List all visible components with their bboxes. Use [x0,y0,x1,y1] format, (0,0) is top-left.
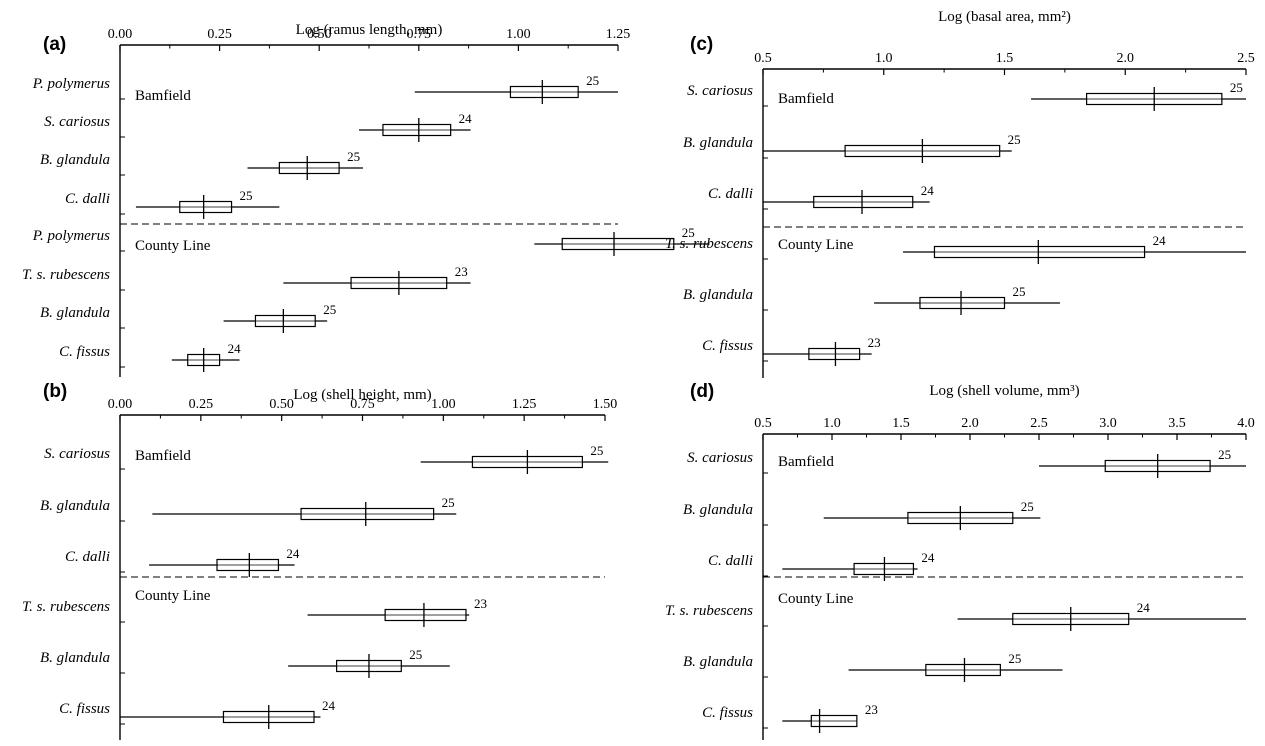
panel-b-species-label: B. glandula [40,498,110,514]
panel-c-tick-label: 2.0 [1117,51,1135,66]
panel-c-species-label: B. glandula [683,287,753,303]
panel-d-tick-label: 2.5 [1030,416,1048,431]
panel-c-species-label: C. fissus [702,338,753,354]
panel-c-n-label: 25 [1008,132,1021,147]
panel-d-species-label: S. cariosus [687,450,753,466]
panel-d-tick-label: 1.0 [823,416,841,431]
panel-c-tick-label: 1.0 [875,51,893,66]
panel-b-n-label: 24 [322,698,336,713]
panel-d-n-label: 24 [1137,600,1151,615]
panel-d-species-label: B. glandula [683,654,753,670]
panel-a-n-label: 25 [323,302,336,317]
panel-c-tick-label: 2.5 [1237,51,1255,66]
panel-c-tick-label: 0.5 [754,51,772,66]
panel-b-tick-label: 0.00 [108,397,133,412]
panel-a-label: (a) [43,34,66,55]
panel-c-n-label: 25 [1230,80,1243,95]
panel-a-n-label: 25 [682,225,695,240]
panel-b-label: (b) [43,381,67,402]
panel-d-species-label: B. glandula [683,502,753,518]
panel-c-species-label: S. cariosus [687,83,753,99]
panel-a-species-label: B. glandula [40,305,110,321]
panel-d-species-label: C. dalli [708,553,753,569]
panel-d-n-label: 23 [865,702,878,717]
panel-a-n-label: 25 [240,188,253,203]
panel-b-n-label: 25 [442,495,455,510]
panel-a-species-label: B. glandula [40,152,110,168]
panel-c-tick-label: 1.5 [996,51,1014,66]
panel-a-group-name: Bamfield [135,88,191,104]
panel-b-group-name: County Line [135,588,211,604]
panel-c-n-label: 24 [1153,233,1167,248]
panel-a-species-label: P. polymerus [32,76,110,92]
panel-b-n-label: 25 [590,443,603,458]
panel-c-species-label: B. glandula [683,135,753,151]
panel-d-tick-label: 4.0 [1237,416,1255,431]
panel-a-tick-label: 0.00 [108,27,133,42]
panel-b-tick-label: 0.50 [269,397,294,412]
panel-b-species-label: S. cariosus [44,446,110,462]
panel-b-species-label: T. s. rubescens [22,599,110,615]
panel-d-n-label: 25 [1021,499,1034,514]
panel-a-species-label: C. fissus [59,344,110,360]
panel-a-tick-label: 1.00 [506,27,531,42]
panel-b-n-label: 25 [409,647,422,662]
panel-a-tick-label: 0.25 [207,27,232,42]
panel-c-group-name: County Line [778,237,854,253]
panel-a-species-label: T. s. rubescens [22,267,110,283]
panel-d-axis-title: Log (shell volume, mm³) [929,383,1079,399]
panel-a-n-label: 24 [228,341,242,356]
panel-a-group-name: County Line [135,238,211,254]
panel-c-label: (c) [690,34,713,55]
panel-a-tick-label: 1.25 [606,27,631,42]
panel-c-species-label: C. dalli [708,186,753,202]
panel-b-tick-label: 1.50 [593,397,618,412]
panel-b-n-label: 24 [286,546,300,561]
panel-d-n-label: 24 [921,550,935,565]
panel-d-species-label: C. fissus [702,705,753,721]
panel-c-n-label: 25 [1013,284,1026,299]
panel-b-tick-label: 0.25 [189,397,214,412]
panel-b-species-label: B. glandula [40,650,110,666]
panel-d-tick-label: 2.0 [961,416,979,431]
panel-a-species-label: S. cariosus [44,114,110,130]
panel-d-tick-label: 3.5 [1168,416,1186,431]
panel-d-group-name: County Line [778,591,854,607]
panel-d-tick-label: 3.0 [1099,416,1117,431]
panel-b-tick-label: 0.75 [350,397,375,412]
panel-d-n-label: 25 [1008,651,1021,666]
panel-d-n-label: 25 [1218,447,1231,462]
panel-b-tick-label: 1.00 [431,397,456,412]
panel-a-tick-label: 0.75 [407,27,432,42]
panel-a-n-label: 24 [459,111,473,126]
panel-a-n-label: 25 [347,149,360,164]
panel-d-tick-label: 0.5 [754,416,772,431]
panel-d-label: (d) [690,381,714,402]
panel-d-group-name: Bamfield [778,454,834,470]
panel-a-tick-label: 0.50 [307,27,332,42]
panel-c-group-name: Bamfield [778,91,834,107]
panel-b-species-label: C. dalli [65,549,110,565]
panel-b-axis-title: Log (shell height, mm) [293,387,431,403]
panel-d-species-label: T. s. rubescens [665,603,753,619]
panel-a-n-label: 23 [455,264,468,279]
panel-a-species-label: C. dalli [65,191,110,207]
panel-d-tick-label: 1.5 [892,416,910,431]
panel-b-n-label: 23 [474,596,487,611]
panel-c-species-label: T. s. rubescens [665,236,753,252]
panel-c-n-label: 23 [868,335,881,350]
panel-b-species-label: C. fissus [59,701,110,717]
panel-c-n-label: 24 [921,183,935,198]
panel-b-group-name: Bamfield [135,448,191,464]
panel-c-axis-title: Log (basal area, mm²) [938,9,1071,25]
panel-a-species-label: P. polymerus [32,228,110,244]
panel-a-axis-title: Log (ramus length, mm) [296,22,443,38]
panel-b-tick-label: 1.25 [512,397,537,412]
panel-a-n-label: 25 [586,73,599,88]
